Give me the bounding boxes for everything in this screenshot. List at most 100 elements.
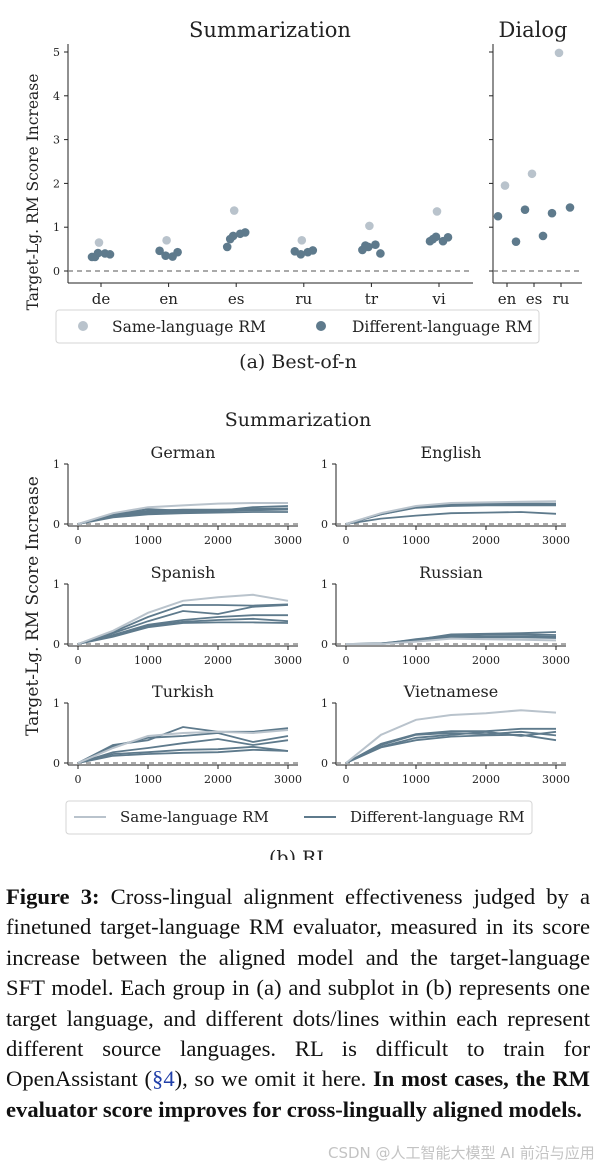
same-language-point xyxy=(500,181,510,190)
rl-chart: Summarization Target-Lg. RM Score Increa… xyxy=(23,409,570,860)
a-legend-box xyxy=(55,309,540,344)
a-summ-ytick-label: 0 xyxy=(53,265,60,278)
same-language-point xyxy=(297,236,307,245)
rl-ytick-label: 0 xyxy=(53,757,60,770)
same-language-point xyxy=(527,169,537,179)
a-summ-ytick-label: 4 xyxy=(53,90,60,103)
rl-xtick-label: 1000 xyxy=(402,654,430,667)
rl-xtick-label: 3000 xyxy=(542,654,570,667)
rl-ytick-label: 1 xyxy=(321,458,328,471)
different-language-point xyxy=(168,252,177,261)
same-language-line xyxy=(345,500,557,525)
a-y-axis-label: Target-Lg. RM Score Increase xyxy=(24,74,42,311)
different-language-point xyxy=(161,251,170,260)
rl-panel-russian: Russian 0 1 0 1000 2000 3000 xyxy=(321,563,570,667)
a-points xyxy=(87,48,575,262)
different-language-line xyxy=(77,604,289,645)
summarization-title: Summarization xyxy=(189,18,351,42)
same-language-line xyxy=(346,637,557,645)
caption-text-2: ), so we omit it here. xyxy=(174,1066,374,1092)
caption-label: Figure 3: xyxy=(6,884,100,909)
rl-xtick-label: 2000 xyxy=(472,534,500,547)
rl-xtick-label: 3000 xyxy=(274,654,302,667)
rl-xtick-label: 3000 xyxy=(542,773,570,786)
different-language-point xyxy=(235,229,245,239)
different-language-point xyxy=(520,205,530,214)
caption-bold-text: In most cases, the RM evaluator score im… xyxy=(6,1066,590,1122)
different-language-point xyxy=(511,237,521,246)
different-language-point xyxy=(376,249,385,258)
different-language-point xyxy=(538,231,548,241)
a-legend-diff-label: Different-language RM xyxy=(352,318,533,336)
rl-ytick-label: 0 xyxy=(321,757,328,770)
different-language-line xyxy=(345,511,557,525)
a-legend-same-label: Same-language RM xyxy=(112,318,266,336)
a-y-ticks: 0 1 2 3 4 5 xyxy=(53,46,493,278)
different-language-line xyxy=(77,621,289,645)
rl-xtick-label: 2000 xyxy=(204,534,232,547)
rl-xtick-label: 3000 xyxy=(542,534,570,547)
subcaption-b: (b) RL xyxy=(269,847,329,860)
rl-panel-turkish: Turkish 0 1 0 1000 2000 3000 xyxy=(53,682,302,786)
subcaption-a: (a) Best-of-n xyxy=(239,351,357,373)
watermark: CSDN @人工智能大模型 AI 前沿与应用 xyxy=(328,1144,595,1162)
a-xtick-label: ru xyxy=(295,290,312,308)
different-language-line xyxy=(345,727,556,764)
rl-panel-title: Turkish xyxy=(152,682,214,701)
different-language-point xyxy=(371,240,380,250)
different-language-point xyxy=(90,252,100,262)
rl-ytick-label: 0 xyxy=(53,638,60,651)
rl-panel-english: English 0 1 0 1000 2000 3000 xyxy=(321,443,570,547)
rl-xtick-label: 3000 xyxy=(274,534,302,547)
a-xtick-label: en xyxy=(159,290,178,308)
rl-panel-title: Russian xyxy=(419,563,483,582)
rl-ytick-label: 0 xyxy=(321,638,328,651)
same-language-point xyxy=(554,48,564,58)
rl-xtick-label: 3000 xyxy=(274,773,302,786)
caption-text: Cross-lingual alignment effectiveness ju… xyxy=(6,884,590,1092)
rl-panel-german: German 0 1 0 1000 2000 3000 xyxy=(53,443,302,547)
section-reference-link[interactable]: §4 xyxy=(152,1066,175,1092)
rl-xtick-label: 0 xyxy=(75,654,82,667)
a-x-ticks: de en es ru tr vi en es ru xyxy=(92,283,570,308)
b-legend-same-label: Same-language RM xyxy=(120,808,269,826)
same-language-point xyxy=(229,206,239,215)
a-dialog-xtick-label: ru xyxy=(553,290,570,308)
rl-xtick-label: 1000 xyxy=(134,773,162,786)
different-language-line xyxy=(345,730,557,764)
rl-ytick-label: 0 xyxy=(53,518,60,531)
figure-caption: Figure 3: Cross-lingual alignment effect… xyxy=(6,882,590,1125)
a-dialog-xtick-label: en xyxy=(498,290,517,308)
different-language-point xyxy=(225,234,235,244)
different-language-line xyxy=(77,732,289,764)
different-language-line xyxy=(77,603,289,645)
different-language-line xyxy=(77,507,289,525)
rl-panel-title: Vietnamese xyxy=(403,682,498,701)
rl-xtick-label: 1000 xyxy=(402,534,430,547)
a-legend-same-marker xyxy=(78,321,88,331)
rl-panel-spanish: Spanish 0 1 0 1000 2000 3000 xyxy=(53,563,302,667)
rl-xtick-label: 2000 xyxy=(204,773,232,786)
different-language-line xyxy=(345,504,556,525)
rl-xtick-label: 0 xyxy=(75,773,82,786)
a-xtick-label: tr xyxy=(365,290,379,308)
same-language-point xyxy=(162,236,171,245)
rl-panel-vietnamese: Vietnamese 0 1 0 1000 2000 3000 xyxy=(321,682,570,786)
rl-xtick-label: 0 xyxy=(343,654,350,667)
different-language-point xyxy=(547,208,557,218)
a-xtick-label: vi xyxy=(431,290,445,308)
best-of-n-chart: Summarization Dialog Target-Lg. RM Score… xyxy=(24,18,582,373)
different-language-point xyxy=(438,236,448,246)
rl-xtick-label: 1000 xyxy=(134,534,162,547)
a-xtick-label: de xyxy=(92,290,111,308)
same-language-line xyxy=(77,593,289,645)
rl-ytick-label: 1 xyxy=(53,578,60,591)
rl-xtick-label: 0 xyxy=(343,534,350,547)
different-language-point xyxy=(361,241,370,250)
rl-title: Summarization xyxy=(225,409,372,431)
figure-3: Summarization Dialog Target-Lg. RM Score… xyxy=(23,18,582,860)
rl-xtick-label: 2000 xyxy=(472,654,500,667)
same-language-line xyxy=(345,709,557,764)
same-language-line xyxy=(77,729,289,764)
different-language-point xyxy=(428,234,438,244)
